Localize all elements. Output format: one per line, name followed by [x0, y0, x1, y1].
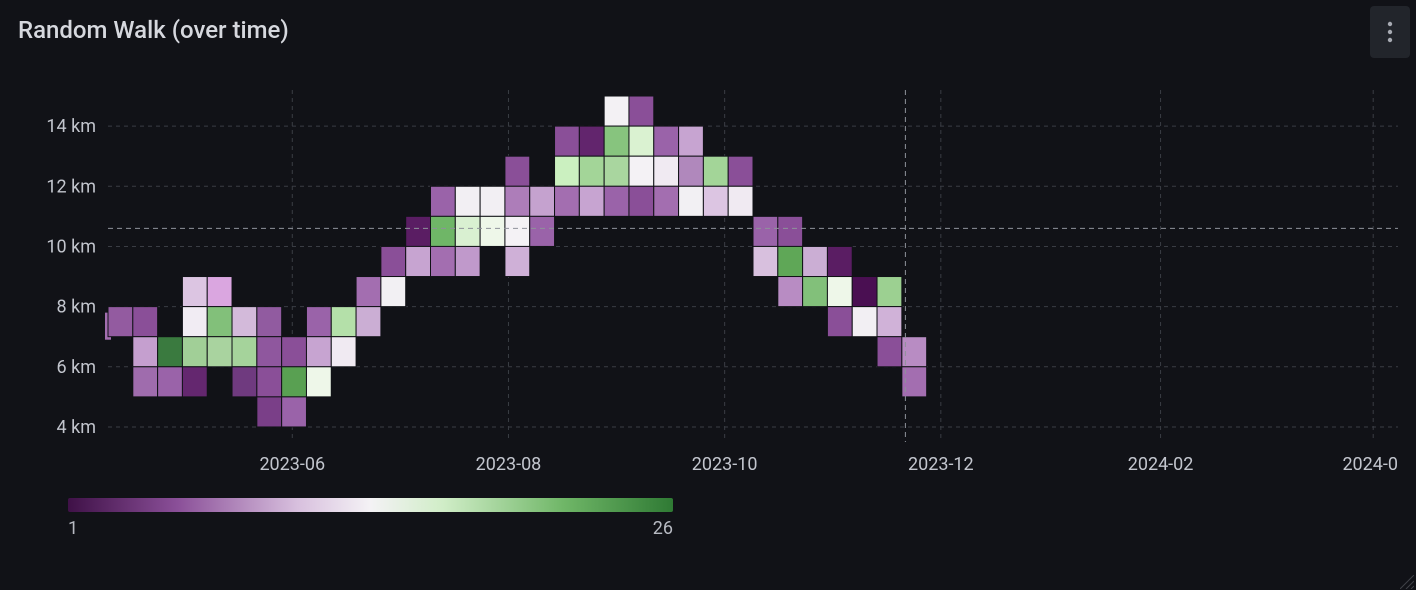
svg-text:10 km: 10 km [46, 236, 96, 257]
legend-gradient [68, 498, 673, 512]
svg-text:2023-08: 2023-08 [476, 454, 542, 475]
chart-panel: Random Walk (over time) 4 km6 km8 km10 k… [0, 0, 1416, 590]
color-legend: 1 26 [68, 498, 673, 540]
resize-handle-icon[interactable] [1400, 574, 1414, 588]
svg-text:2024-02: 2024-02 [1128, 454, 1194, 475]
svg-text:12 km: 12 km [46, 176, 96, 197]
legend-max: 26 [653, 518, 673, 539]
svg-text:8 km: 8 km [57, 297, 97, 318]
svg-text:2023-06: 2023-06 [259, 454, 325, 475]
svg-text:2023-10: 2023-10 [692, 454, 758, 475]
legend-min: 1 [68, 518, 78, 539]
svg-text:6 km: 6 km [57, 357, 97, 378]
svg-text:4 km: 4 km [57, 417, 97, 438]
svg-text:2023-12: 2023-12 [908, 454, 974, 475]
svg-text:14 km: 14 km [46, 116, 96, 137]
svg-text:2024-0: 2024-0 [1342, 454, 1398, 475]
